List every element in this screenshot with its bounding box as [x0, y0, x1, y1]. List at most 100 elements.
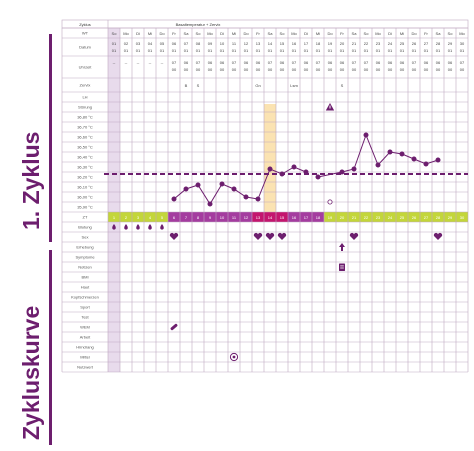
- row-label: Hirndrang: [76, 345, 94, 350]
- zervix-value: B: [185, 83, 188, 88]
- weekday-cell: Do: [327, 31, 333, 36]
- row-label: Notizen: [78, 265, 92, 270]
- time-hour: --: [137, 60, 140, 65]
- date-month: 01: [196, 48, 201, 53]
- cycle-day-number: 22: [364, 215, 369, 220]
- zt-cell-17: [300, 212, 312, 222]
- row-label: Kopfschmerzen: [71, 295, 99, 300]
- date-day: 08: [196, 41, 201, 46]
- date-day: 09: [208, 41, 213, 46]
- time-hour: 06: [208, 60, 213, 65]
- weekday-cell: Sa: [436, 31, 442, 36]
- row-label: Störung: [78, 105, 92, 110]
- temperature-point-day-8: [195, 182, 201, 188]
- pill-icon: [170, 323, 178, 331]
- weekday-cell: Mi: [316, 31, 320, 36]
- temperature-point-day-26: [411, 156, 417, 162]
- date-day: 15: [280, 41, 285, 46]
- time-min: 00: [388, 67, 393, 72]
- heart-icon: [349, 232, 359, 240]
- cycle-day-number: 23: [376, 215, 381, 220]
- time-min: 00: [304, 67, 309, 72]
- date-month: 01: [256, 48, 261, 53]
- warning-icon-mark: [329, 105, 331, 109]
- time-hour: 06: [304, 60, 309, 65]
- temperature-point-day-18: [315, 174, 321, 180]
- time-min: 00: [376, 67, 381, 72]
- date-day: 30: [460, 41, 465, 46]
- date-month: 01: [328, 48, 333, 53]
- time-min: 00: [268, 67, 273, 72]
- weekday-cell: Sa: [352, 31, 358, 36]
- cycle-day-number: 5: [161, 215, 164, 220]
- date-month: 01: [124, 48, 129, 53]
- date-month: 01: [184, 48, 189, 53]
- time-min: 00: [352, 67, 357, 72]
- time-hour: 06: [184, 60, 189, 65]
- date-day: 02: [124, 41, 129, 46]
- temperature-line: [173, 133, 439, 205]
- time-hour: 07: [352, 60, 357, 65]
- time-min: 00: [172, 67, 177, 72]
- weekday-cell: Fr: [424, 31, 428, 36]
- date-month: 01: [244, 48, 249, 53]
- zt-cell-13: [252, 212, 264, 222]
- row-label: Nutzwert: [77, 365, 94, 370]
- zt-cell-1: [108, 212, 120, 222]
- cycle-day-number: 30: [460, 215, 465, 220]
- arrow-up-icon: [339, 243, 345, 251]
- weekday-cell: Do: [243, 31, 249, 36]
- temperature-point-day-24: [387, 149, 393, 155]
- date-day: 01: [112, 41, 117, 46]
- time-hour: 06: [424, 60, 429, 65]
- zt-cell-14: [264, 212, 276, 222]
- header-label: Zyklus: [79, 22, 91, 27]
- temperature-point-day-21: [351, 166, 357, 172]
- date-day: 03: [136, 41, 141, 46]
- zt-cell-19: [324, 212, 336, 222]
- date-day: 07: [184, 41, 189, 46]
- date-month: 01: [220, 48, 225, 53]
- time-hour: --: [125, 60, 128, 65]
- zt-cell-26: [408, 212, 420, 222]
- date-month: 01: [340, 48, 345, 53]
- time-hour: --: [149, 60, 152, 65]
- weekday-cell: Mo: [459, 31, 465, 36]
- date-month: 01: [112, 48, 117, 53]
- date-day: 10: [220, 41, 225, 46]
- temperature-point-day-23: [375, 162, 381, 168]
- zt-cell-30: [456, 212, 468, 222]
- row-label: 36,10 °C: [77, 185, 93, 190]
- time-min: 00: [232, 67, 237, 72]
- temperature-point-day-19: [327, 199, 333, 205]
- zt-cell-2: [120, 212, 132, 222]
- droplet-icon: [160, 224, 164, 230]
- weekday-cell: Di: [304, 31, 308, 36]
- zt-cell-23: [372, 212, 384, 222]
- time-min: 00: [244, 67, 249, 72]
- temperature-point-day-13: [255, 196, 261, 202]
- row-label: ZT: [83, 215, 88, 220]
- date-day: 16: [292, 41, 297, 46]
- row-label: Haut: [81, 285, 90, 290]
- clipboard-icon: [339, 263, 345, 271]
- row-label: 36,20 °C: [77, 175, 93, 180]
- row-label: 36,40 °C: [77, 155, 93, 160]
- cycle-day-number: 18: [316, 215, 321, 220]
- temperature-point-day-20: [339, 169, 345, 175]
- date-month: 01: [160, 48, 165, 53]
- date-day: 17: [304, 41, 309, 46]
- date-month: 01: [400, 48, 405, 53]
- cycle-day-number: 13: [256, 215, 261, 220]
- droplet-icon: [124, 224, 128, 230]
- heart-icon: [253, 232, 263, 240]
- weekday-cell: Do: [411, 31, 417, 36]
- clipboard-icon-line: [340, 265, 344, 267]
- date-day: 04: [148, 41, 153, 46]
- weekday-cell: Mi: [148, 31, 152, 36]
- row-label: Datum: [79, 45, 91, 50]
- time-min: 00: [196, 67, 201, 72]
- row-label: 36,60 °C: [77, 135, 93, 140]
- target-icon-core: [232, 355, 236, 359]
